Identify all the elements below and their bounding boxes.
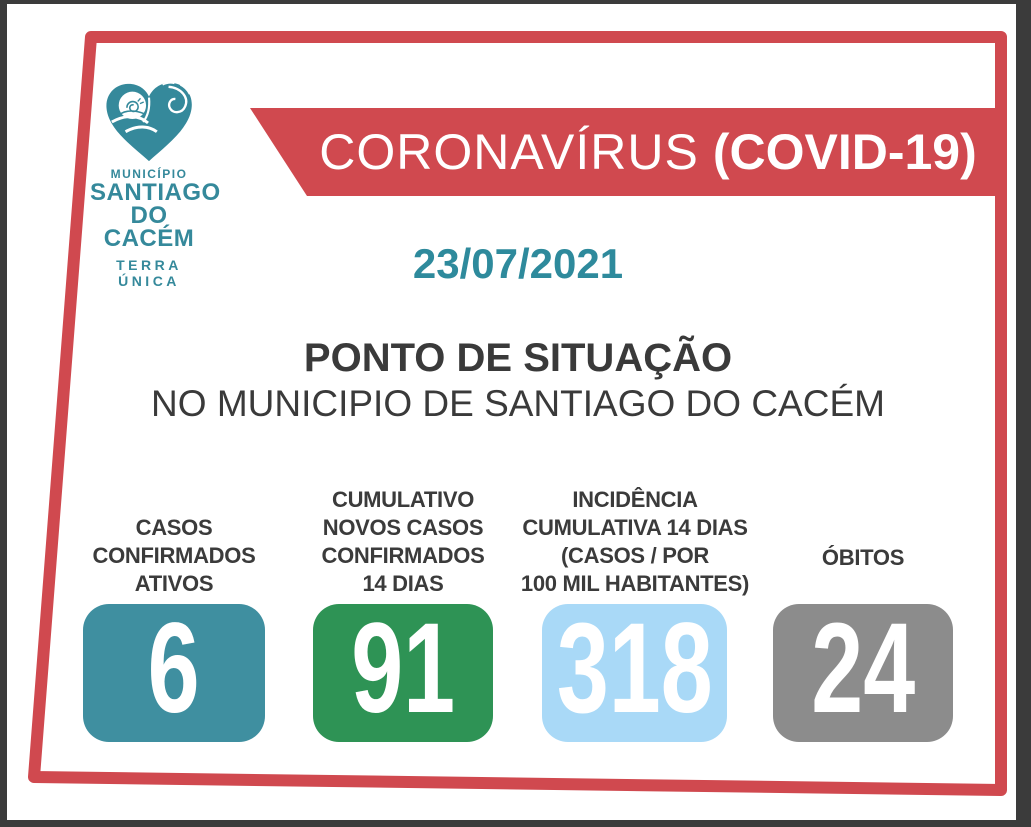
situation-title-line1: PONTO DE SITUAÇÃO [303, 336, 733, 380]
stat-label-line: ÓBITOS [821, 545, 905, 570]
stat-label-line: ATIVOS [134, 571, 214, 596]
stat-label-incidencia-cumulativa: INCIDÊNCIA CUMULATIVA 14 DIAS (CASOS / P… [510, 468, 760, 598]
stat-value-incidencia-cumulativa: 318 [556, 597, 713, 740]
logo-tagline: TERRA ÚNICA [116, 257, 182, 289]
stat-box-obitos: 24 [773, 604, 953, 742]
coronavirus-banner: CORONAVÍRUS (COVID-19) [250, 108, 1001, 196]
viewer-edge-bottom [0, 820, 1031, 827]
situation-title: PONTO DE SITUAÇÃO NO MUNICIPIO DE SANTIA… [53, 334, 983, 426]
logo-municipio-label: MUNICÍPIO [110, 167, 188, 181]
stat-box-cumulativo-novos-casos: 91 [313, 604, 493, 742]
stat-label-line: CUMULATIVA 14 DIAS [522, 515, 748, 540]
viewer-edge-top [0, 0, 1031, 4]
stat-label-obitos: ÓBITOS [753, 468, 973, 598]
heart-wave-snail-icon [106, 82, 192, 162]
viewer-edge-left [0, 0, 7, 827]
banner-text-bold: (COVID-19) [712, 124, 977, 180]
stat-label-line: CASOS [135, 515, 213, 540]
stat-value-casos-confirmados-ativos: 6 [148, 597, 200, 740]
situation-title-line2: NO MUNICIPIO DE SANTIAGO DO CACÉM [151, 383, 885, 424]
logo-name-line1: SANTIAGO [90, 179, 221, 206]
stat-label-casos-confirmados-ativos: CASOS CONFIRMADOS ATIVOS [64, 468, 284, 598]
stat-box-incidencia-cumulativa: 318 [542, 604, 727, 742]
stat-label-cumulativo-novos-casos: CUMULATIVO NOVOS CASOS CONFIRMADOS 14 DI… [288, 468, 518, 598]
viewer-edge-right [1016, 0, 1031, 827]
banner-text-regular: CORONAVÍRUS [319, 124, 699, 180]
stat-value-cumulativo-novos-casos: 91 [351, 597, 455, 740]
stat-label-line: 14 DIAS [362, 571, 444, 596]
stat-label-line: CONFIRMADOS [92, 543, 256, 568]
logo-name-line2: DO CACÉM [103, 202, 195, 252]
stat-box-casos-confirmados-ativos: 6 [83, 604, 265, 742]
stat-label-line: 100 MIL HABITANTES) [520, 571, 750, 596]
stat-value-obitos: 24 [811, 597, 915, 740]
stat-label-line: CUMULATIVO [331, 487, 475, 512]
stat-label-line: (CASOS / POR [561, 543, 709, 568]
stat-label-line: CONFIRMADOS [321, 543, 485, 568]
stat-label-line: NOVOS CASOS [322, 515, 484, 540]
stat-label-line: INCIDÊNCIA [572, 487, 698, 512]
municipality-logo: MUNICÍPIO SANTIAGO DO CACÉM TERRA ÚNICA [90, 78, 221, 289]
report-date: 23/07/2021 [412, 240, 624, 287]
